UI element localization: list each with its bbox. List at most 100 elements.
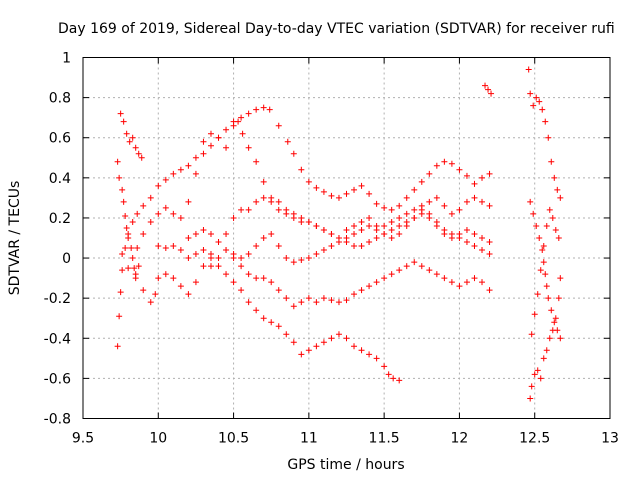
data-point bbox=[351, 230, 358, 237]
y-tick-label: 0.8 bbox=[49, 91, 71, 107]
x-axis-label: GPS time / hours bbox=[287, 457, 404, 473]
data-point bbox=[396, 214, 403, 221]
data-point bbox=[486, 170, 493, 177]
data-point bbox=[373, 226, 380, 233]
data-point bbox=[129, 255, 136, 262]
data-point bbox=[486, 202, 493, 209]
data-point bbox=[546, 206, 553, 213]
data-point bbox=[543, 347, 550, 354]
data-point bbox=[418, 210, 425, 217]
data-point bbox=[366, 214, 373, 221]
series-arc-10 bbox=[525, 66, 564, 201]
data-point bbox=[388, 271, 395, 278]
y-tick-label: 0 bbox=[62, 251, 71, 267]
data-point bbox=[463, 198, 470, 205]
data-point bbox=[546, 335, 553, 342]
data-point bbox=[223, 271, 230, 278]
data-point bbox=[215, 134, 222, 141]
y-axis-label: SDTVAR / TECUs bbox=[7, 181, 23, 296]
data-point bbox=[358, 347, 365, 354]
data-point bbox=[328, 230, 335, 237]
data-point bbox=[140, 287, 147, 294]
data-point bbox=[482, 82, 489, 89]
data-point bbox=[536, 235, 543, 241]
data-point bbox=[200, 150, 207, 157]
data-point bbox=[260, 275, 267, 282]
data-point bbox=[479, 174, 486, 181]
data-point bbox=[155, 243, 162, 250]
series-arc-5 bbox=[119, 194, 493, 306]
data-point bbox=[239, 130, 246, 137]
data-point bbox=[207, 130, 214, 137]
data-point bbox=[207, 263, 214, 270]
data-point bbox=[456, 206, 463, 213]
data-point bbox=[275, 287, 282, 294]
data-point bbox=[245, 206, 252, 213]
data-point bbox=[448, 279, 455, 286]
data-point bbox=[238, 263, 245, 270]
data-point bbox=[551, 319, 558, 326]
data-point bbox=[122, 245, 129, 252]
data-point bbox=[486, 251, 493, 258]
data-point bbox=[385, 371, 392, 378]
data-point bbox=[527, 395, 534, 402]
data-point bbox=[471, 180, 478, 187]
data-point bbox=[305, 295, 312, 302]
data-point bbox=[185, 198, 192, 205]
y-tick-label: 1 bbox=[62, 51, 71, 67]
data-point bbox=[230, 251, 237, 258]
data-point bbox=[185, 255, 192, 262]
series-arc-2 bbox=[117, 110, 145, 161]
data-point bbox=[545, 295, 552, 302]
data-point bbox=[283, 331, 290, 338]
data-point bbox=[117, 289, 124, 296]
data-point bbox=[543, 222, 550, 229]
data-point bbox=[260, 178, 267, 185]
data-point bbox=[305, 178, 312, 185]
data-point bbox=[238, 287, 245, 294]
data-point bbox=[215, 239, 222, 246]
data-point bbox=[441, 226, 448, 233]
data-point bbox=[192, 279, 199, 286]
data-point bbox=[485, 86, 492, 93]
data-point bbox=[441, 158, 448, 165]
data-point bbox=[411, 206, 418, 213]
axis-ticks: 9.5 10 10.5 11 11.5 12 12.5 13-0.8-0.6-0.4-0.20… bbox=[44, 51, 619, 447]
data-point bbox=[536, 98, 543, 105]
data-point bbox=[552, 226, 559, 233]
data-point bbox=[192, 230, 199, 237]
y-tick-label: -0.8 bbox=[44, 412, 71, 428]
data-point bbox=[537, 267, 544, 274]
data-point bbox=[479, 247, 486, 254]
data-point bbox=[305, 347, 312, 354]
data-point bbox=[543, 283, 550, 290]
data-point bbox=[275, 243, 282, 250]
data-point bbox=[170, 275, 177, 282]
data-point bbox=[433, 162, 440, 169]
data-point bbox=[266, 106, 273, 113]
y-tick-label: -0.6 bbox=[44, 371, 71, 387]
data-point bbox=[253, 307, 260, 314]
data-point bbox=[260, 194, 267, 201]
data-point bbox=[539, 106, 546, 113]
data-point bbox=[530, 210, 537, 217]
data-point bbox=[351, 243, 358, 250]
data-point bbox=[343, 226, 350, 233]
data-point bbox=[298, 218, 305, 225]
data-point bbox=[542, 118, 549, 125]
chart-title: Day 169 of 2019, Sidereal Day-to-day VTE… bbox=[58, 21, 615, 37]
series-arc-13 bbox=[528, 206, 562, 338]
data-point bbox=[283, 210, 290, 217]
data-point bbox=[268, 319, 275, 326]
data-point bbox=[185, 162, 192, 169]
data-point bbox=[479, 198, 486, 205]
data-point bbox=[245, 110, 252, 117]
data-point bbox=[358, 182, 365, 189]
y-tick-label: 0.6 bbox=[49, 131, 71, 147]
data-point bbox=[162, 245, 169, 252]
data-point bbox=[328, 243, 335, 250]
data-point bbox=[320, 188, 327, 195]
data-point bbox=[245, 271, 252, 278]
data-point bbox=[177, 214, 184, 221]
data-point bbox=[119, 186, 126, 193]
